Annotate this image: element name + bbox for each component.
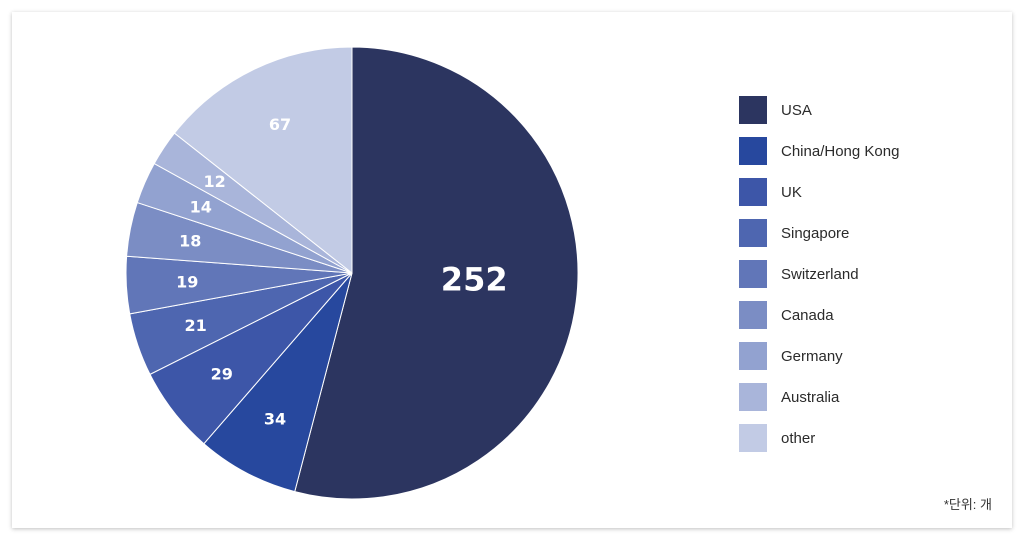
legend-swatch-switzerland (739, 260, 767, 288)
legend-label-australia: Australia (781, 388, 840, 406)
legend-label-singapore: Singapore (781, 224, 850, 242)
legend-label-other: other (781, 429, 816, 447)
legend-item-australia: Australia (739, 383, 899, 411)
legend-label-switzerland: Switzerland (781, 265, 859, 283)
pie-slice-usa (294, 46, 579, 500)
pie-chart: 252 34 29 21 19 18 14 12 67 (125, 46, 579, 500)
legend-label-usa: USA (781, 101, 812, 119)
legend-label-uk: UK (781, 183, 802, 201)
legend-swatch-uk (739, 178, 767, 206)
legend-swatch-canada (739, 301, 767, 329)
slice-label-germany: 14 (190, 198, 212, 217)
legend-item-usa: USA (739, 96, 899, 124)
slice-label-australia: 12 (203, 172, 225, 191)
pie-slice-china-hong-kong (203, 272, 353, 493)
unit-note: *단위: 개 (943, 497, 992, 512)
legend-item-canada: Canada (739, 301, 899, 329)
legend-swatch-china-hong-kong (739, 137, 767, 165)
legend-item-germany: Germany (739, 342, 899, 370)
slice-label-china-hong-kong: 34 (264, 409, 286, 428)
legend-item-china-hong-kong: China/Hong Kong (739, 137, 899, 165)
slice-label-usa: 252 (441, 261, 508, 299)
legend-swatch-singapore (739, 219, 767, 247)
legend-swatch-other (739, 424, 767, 452)
legend-swatch-germany (739, 342, 767, 370)
slice-label-switzerland: 19 (176, 272, 198, 291)
legend-label-china-hong-kong: China/Hong Kong (781, 142, 900, 160)
pie-data-labels: 252 34 29 21 19 18 14 12 67 (176, 115, 507, 428)
legend-label-germany: Germany (781, 347, 843, 365)
pie-slice-other (173, 46, 353, 275)
chart-card: 252 34 29 21 19 18 14 12 67 USA China/Hong Kong … (12, 12, 1012, 528)
legend-item-singapore: Singapore (739, 219, 899, 247)
legend-item-uk: UK (739, 178, 899, 206)
slice-label-singapore: 21 (184, 316, 206, 335)
legend-item-other: other (739, 424, 899, 452)
slice-label-uk: 29 (211, 365, 233, 384)
legend-item-switzerland: Switzerland (739, 260, 899, 288)
pie-slices (125, 46, 579, 500)
slice-label-canada: 18 (179, 232, 201, 251)
chart-legend: USA China/Hong Kong UK Singapore Switzer… (739, 96, 899, 465)
legend-swatch-australia (739, 383, 767, 411)
legend-label-canada: Canada (781, 306, 834, 324)
legend-swatch-usa (739, 96, 767, 124)
slice-label-other: 67 (269, 115, 291, 134)
